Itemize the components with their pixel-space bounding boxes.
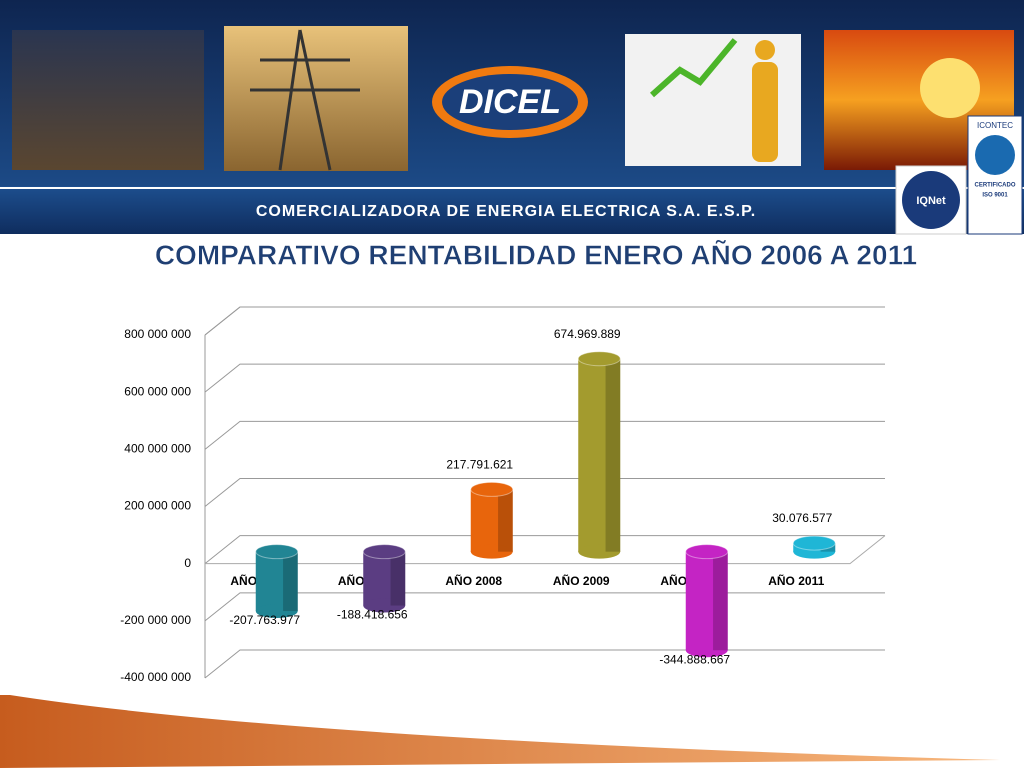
- bar-bottom: [685, 643, 728, 658]
- grid-line: [204, 592, 885, 622]
- x-tick-label: AÑO 2009: [553, 573, 610, 588]
- bar-top: [792, 535, 836, 551]
- bar: [577, 351, 621, 559]
- value-label: 217.791.621: [446, 458, 513, 472]
- y-tick-label: 200 000 000: [124, 499, 191, 513]
- bar: [685, 544, 729, 658]
- logo-inner: [442, 74, 578, 130]
- bar-body: [363, 551, 406, 606]
- cert-label: ICONTEC: [977, 121, 1013, 130]
- bar-shade: [498, 489, 513, 552]
- growth-arrow: [650, 38, 738, 98]
- bar-shade: [605, 358, 621, 552]
- bar-shade: [283, 551, 298, 612]
- sun: [920, 58, 980, 118]
- y-tick-label: 0: [184, 556, 191, 570]
- value-label: 674.969.889: [554, 327, 621, 341]
- y-tick-label: 600 000 000: [124, 384, 191, 398]
- photo-city: [12, 30, 204, 170]
- value-label: -344.888.667: [659, 652, 730, 666]
- y-tick-label: -400 000 000: [120, 670, 191, 684]
- value-label: 30.076.577: [772, 511, 832, 525]
- bar-top: [255, 544, 299, 560]
- cert-label: CERTIFICADO: [975, 183, 1016, 189]
- bar-bottom: [363, 598, 406, 613]
- iqnet-seal: [902, 171, 960, 229]
- y-tick-label: 800 000 000: [124, 327, 191, 341]
- bar-body: [685, 551, 728, 651]
- company-name: COMERCIALIZADORA DE ENERGIA ELECTRICA S.…: [256, 203, 756, 220]
- bar-bottom: [255, 604, 298, 619]
- plot: -400 000 000 -200 000 000 0 200 000 000 400 …: [120, 306, 886, 684]
- logo: DICEL: [459, 83, 561, 121]
- x-tick-label: AÑO 2008: [445, 573, 502, 588]
- y-tick-label: -200 000 000: [120, 613, 191, 627]
- bar-top: [577, 351, 621, 367]
- company-band: [0, 186, 1024, 234]
- cert-label: IQNet: [916, 195, 946, 207]
- bar-top: [685, 544, 729, 560]
- bar-body: [255, 551, 298, 612]
- figure-head: [755, 40, 775, 60]
- bar-body: [470, 489, 513, 552]
- footer-swoosh: [0, 695, 1000, 768]
- grid-line: [204, 420, 885, 450]
- icontec-logo: [975, 135, 1015, 175]
- bar-bottom: [470, 544, 513, 559]
- bar: [362, 544, 406, 613]
- bar: [792, 535, 836, 559]
- grid-line: [204, 649, 885, 679]
- bar-body: [578, 358, 621, 552]
- value-label: -207.763.977: [229, 613, 300, 627]
- bar-top: [470, 481, 514, 497]
- bar-top: [362, 544, 406, 560]
- bar: [470, 481, 514, 559]
- y-tick-label: 400 000 000: [124, 442, 191, 456]
- tower-lines: [250, 29, 360, 171]
- grid-line: [204, 478, 885, 507]
- figure-body: [752, 62, 778, 162]
- bar-bottom: [578, 544, 621, 559]
- grid-line: [204, 363, 885, 393]
- grid-line: [204, 306, 885, 336]
- grid-line: [204, 535, 885, 565]
- cert-label: ISO 9001: [982, 193, 1008, 199]
- bar-shade: [390, 551, 406, 606]
- bar: [255, 544, 299, 619]
- x-tick-label: AÑO 2011: [768, 573, 824, 588]
- floor: [205, 535, 886, 565]
- bar-shade: [713, 551, 728, 651]
- chart-title: COMPARATIVO RENTABILIDAD ENERO AÑO 2006 …: [155, 239, 917, 270]
- value-label: -188.418.656: [337, 608, 408, 622]
